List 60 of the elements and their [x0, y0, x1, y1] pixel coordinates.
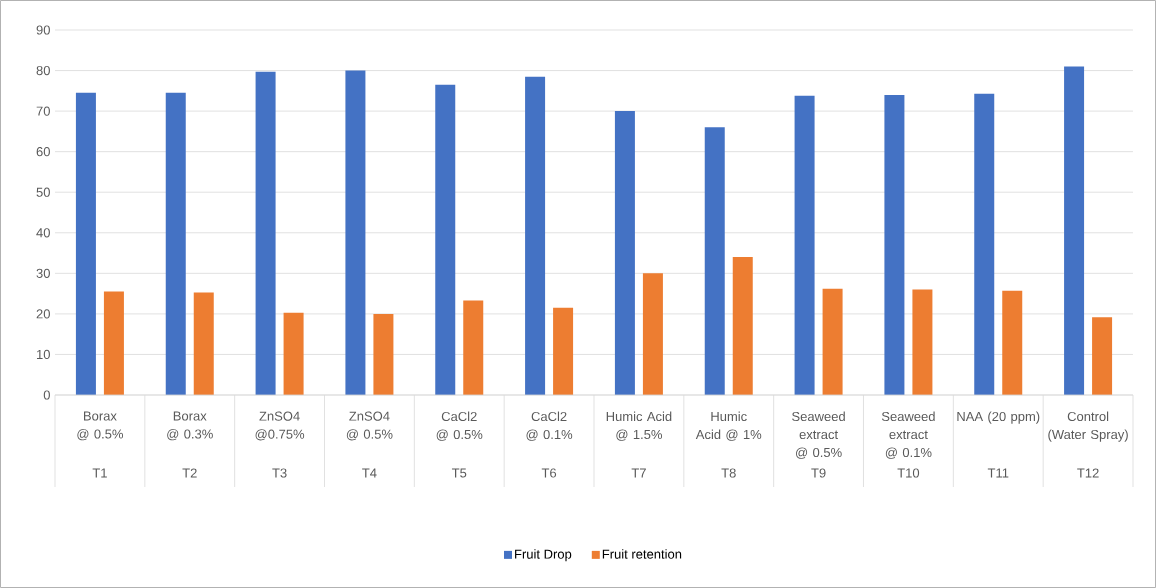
text: T4: [362, 468, 377, 478]
bar: [283, 312, 304, 395]
bar: [704, 127, 725, 395]
bar: [103, 291, 124, 395]
x-tick-label: ZnSO4 @ 0.5%: [346, 411, 393, 441]
bar: [435, 84, 456, 395]
bar: [193, 292, 214, 395]
y-tick-label: 70: [36, 106, 50, 116]
x-tick-label: Control (Water Spray): [1048, 411, 1128, 442]
legend-label: Fruit retention: [602, 549, 682, 559]
text: T3: [272, 468, 287, 478]
x-tick-label: NAA (20 ppm): [957, 411, 1040, 424]
bar: [553, 307, 574, 395]
bar: [1064, 66, 1085, 395]
text: T1: [92, 468, 107, 478]
x-tick-label: Humic Acid @ 1.5%: [606, 411, 672, 441]
text: T12: [1077, 468, 1099, 478]
y-tick-label: 10: [36, 349, 50, 360]
text: T10: [897, 468, 920, 478]
y-tick-label: 30: [36, 268, 50, 278]
bar: [642, 273, 663, 395]
bar: [345, 70, 366, 395]
bar: [463, 300, 484, 395]
bar: [525, 76, 546, 395]
legend-label: Fruit Drop: [515, 549, 572, 562]
y-tick-label: 90: [36, 25, 50, 35]
bar: [884, 94, 905, 395]
bar: [1002, 290, 1023, 395]
y-tick-label: 80: [36, 65, 50, 76]
text: T8: [721, 468, 736, 478]
bar: [822, 288, 843, 395]
y-tick-label: 0: [43, 390, 50, 400]
bar: [732, 257, 753, 395]
x-tick-label: Borax @ 0.3%: [167, 411, 213, 441]
text: T6: [541, 468, 557, 478]
x-tick-label: ZnSO4 @0.75%: [255, 411, 305, 441]
bar: [794, 95, 815, 395]
y-tick-label: 40: [36, 228, 50, 238]
bar: [75, 92, 96, 395]
y-tick-label: 50: [36, 187, 50, 197]
x-tick-label: Humic Acid @ 1%: [695, 411, 762, 441]
bar: [1092, 317, 1113, 395]
text: T11: [987, 468, 1009, 478]
y-tick-label: 20: [36, 309, 50, 319]
x-tick-label: CaCl2 @ 0.1%: [526, 411, 573, 441]
bar: [912, 289, 933, 395]
text: T9: [811, 468, 826, 478]
bar: [255, 71, 276, 395]
bar: [974, 93, 995, 395]
text: T7: [631, 468, 646, 478]
y-tick-label: 60: [36, 147, 50, 157]
x-tick-label: Seaweed extract @ 0.5%: [792, 411, 845, 459]
bar: [373, 313, 394, 395]
x-tick-label: CaCl2 @ 0.5%: [436, 411, 483, 441]
x-tick-label: Seaweed extract @ 0.1%: [881, 411, 935, 459]
x-tick-label: Borax @ 0.5%: [77, 411, 124, 441]
text: T5: [451, 468, 467, 478]
bar: [165, 92, 186, 395]
bar: [614, 111, 635, 395]
text: T2: [182, 468, 197, 478]
